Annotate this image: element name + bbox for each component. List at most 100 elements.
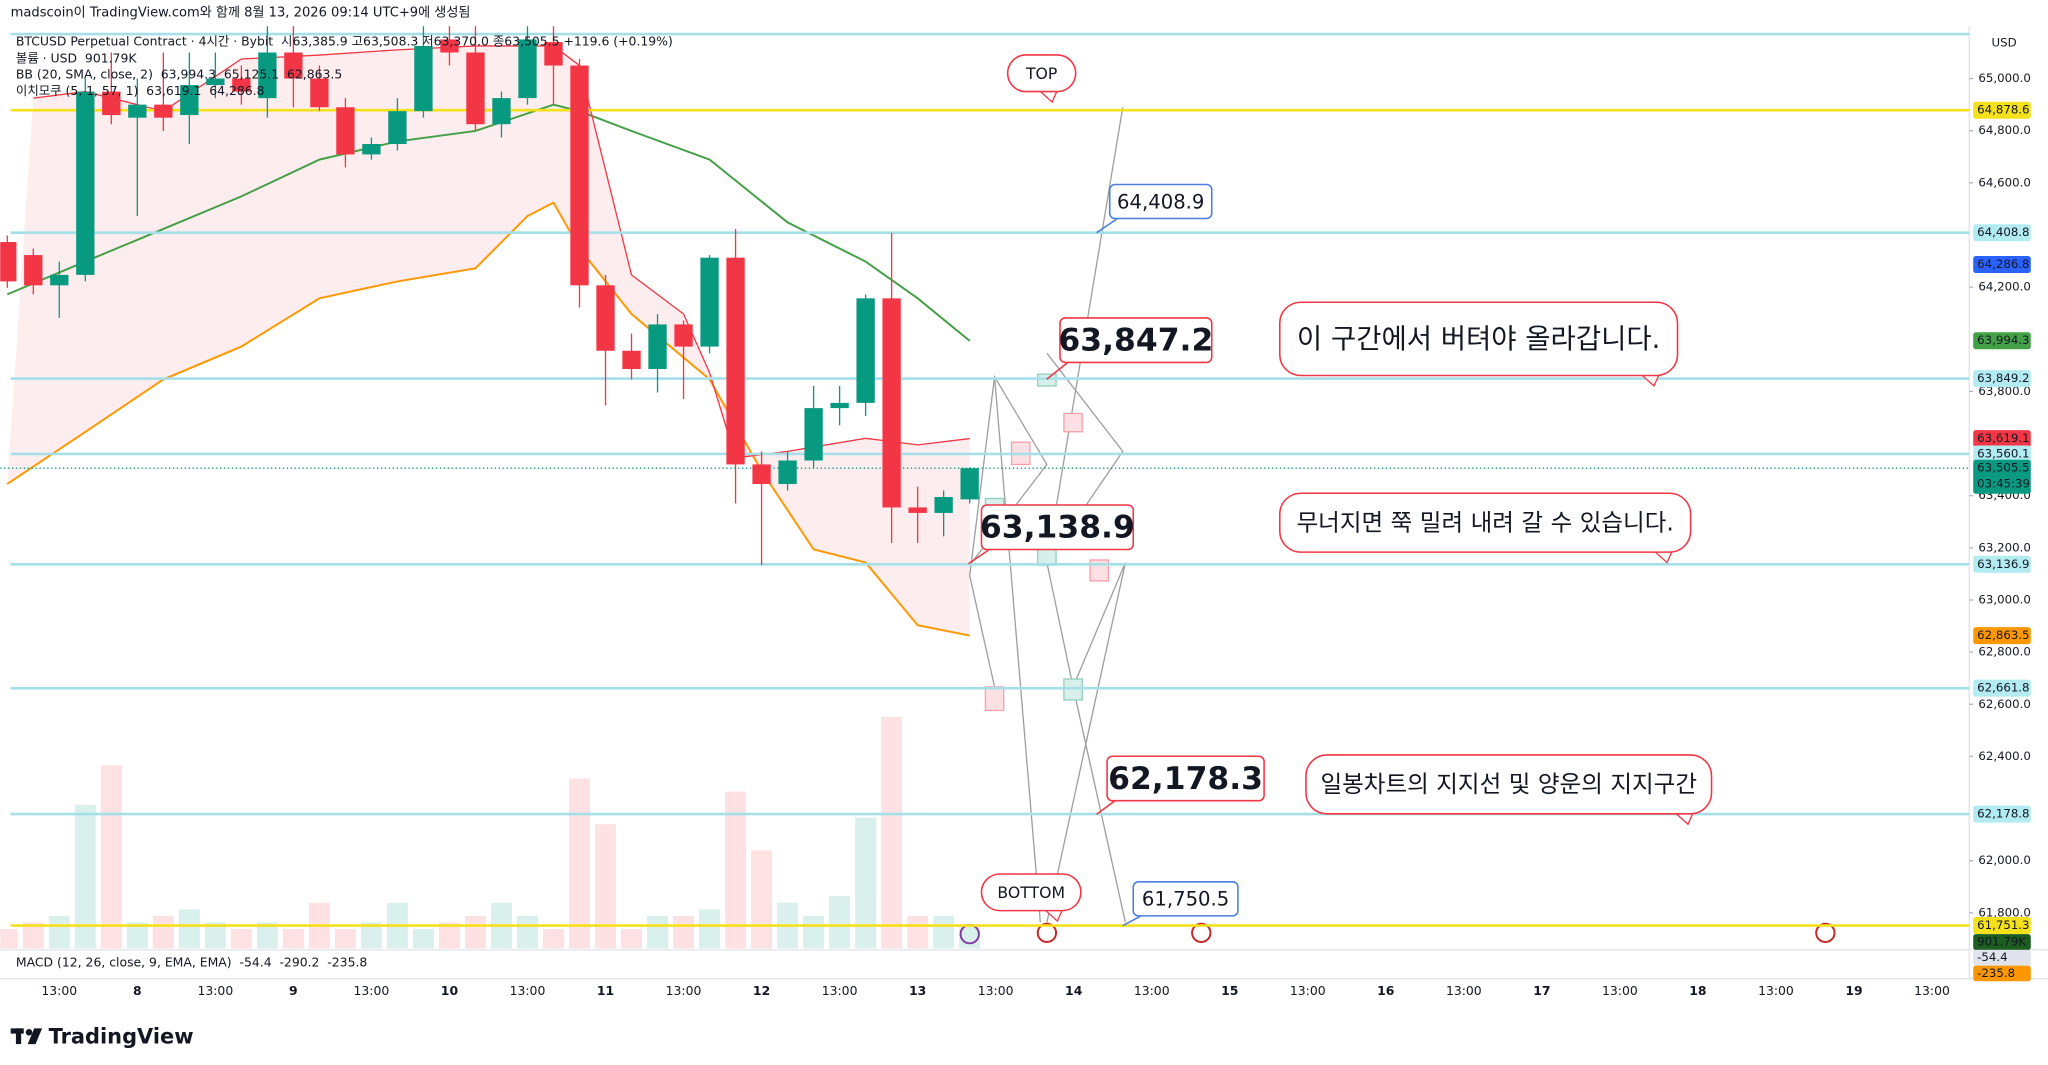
price-label: 64,408.8 xyxy=(1977,225,2029,239)
candle-body xyxy=(180,85,199,116)
legend-text: BTCUSD Perpetual Contract · 4시간 · Bybit xyxy=(16,33,273,48)
credit: madscoin이 TradingView.com와 함께 8월 13, 202… xyxy=(11,5,471,21)
annotation-box xyxy=(1006,54,1077,93)
annotation-text: 이 구간에서 버텨야 올라갑니다. xyxy=(1297,324,1660,355)
volume-bar xyxy=(0,928,18,949)
candle-body xyxy=(50,274,69,286)
price-label: 64,286.8 xyxy=(1977,257,2029,271)
x-tick-label: 9 xyxy=(289,983,298,998)
volume-bar xyxy=(621,928,642,949)
x-tick-label: 13:00 xyxy=(197,983,233,998)
candle-body xyxy=(674,324,693,347)
price-label: 63,994.3 xyxy=(1977,333,2029,347)
x-tick-label: 16 xyxy=(1377,983,1394,998)
volume-bar xyxy=(959,924,981,949)
y-tick-label: 62,800.0 xyxy=(1978,645,2030,659)
legend-text: 63,619.1 xyxy=(146,83,201,98)
candle-body xyxy=(24,255,43,286)
annotation-box xyxy=(1132,881,1239,917)
logo-mark xyxy=(27,1028,43,1045)
candle-body xyxy=(492,98,511,125)
pane-label: -54.4 xyxy=(1977,950,2007,964)
volume-bar xyxy=(282,928,304,949)
candle-body xyxy=(622,350,641,369)
annotation-text: 61,750.5 xyxy=(1142,888,1229,911)
logo-mark xyxy=(25,1029,33,1036)
y-tick-label: 64,800.0 xyxy=(1978,123,2030,137)
candle-body xyxy=(648,324,667,369)
ghost-candle xyxy=(1063,678,1083,701)
ghost-candle xyxy=(1063,412,1083,433)
volume-bar xyxy=(803,915,825,949)
volume-bar xyxy=(543,928,564,949)
x-tick-label: 13:00 xyxy=(354,983,390,998)
candle-body xyxy=(804,408,823,461)
y-tick-label: 62,400.0 xyxy=(1978,749,2030,763)
price-label-box xyxy=(1973,101,2031,119)
volume-bar xyxy=(360,922,382,949)
candle-body xyxy=(830,402,849,409)
price-label-box xyxy=(1973,224,2031,242)
plot xyxy=(0,26,1970,949)
volume-bar xyxy=(673,915,695,949)
x-tick-label: 19 xyxy=(1845,983,1862,998)
price-label-box xyxy=(1973,332,2031,350)
x-tick-label: 13:00 xyxy=(1602,983,1638,998)
x-tick-label: 13:00 xyxy=(1290,983,1326,998)
volume-bar xyxy=(933,915,955,949)
volume-bar xyxy=(725,791,747,949)
candle-body xyxy=(414,45,433,112)
volume-bar xyxy=(204,922,226,949)
indicator-line xyxy=(6,201,970,637)
legend-text: -235.8 xyxy=(327,954,367,969)
candle-body xyxy=(908,507,927,513)
price-label-box xyxy=(1973,370,2031,388)
annotation-pointer xyxy=(1046,361,1069,380)
candle-body xyxy=(466,52,485,125)
candle-body xyxy=(388,111,407,145)
legend-text: 이치모쿠 (5, 1, 57, 1) xyxy=(16,83,138,98)
x-tick-label: 18 xyxy=(1689,983,1706,998)
price-label: 62,178.8 xyxy=(1977,807,2029,821)
x-tick-label: 17 xyxy=(1533,983,1550,998)
legend-text: -290.2 xyxy=(279,954,319,969)
annotation-text: 63,138.9 xyxy=(980,510,1135,546)
event-icon[interactable] xyxy=(1191,922,1212,943)
candle-body xyxy=(154,104,173,118)
countdown: 03:45:39 xyxy=(1977,476,2030,490)
price-label-box xyxy=(1973,679,2031,697)
price-label: 64,878.6 xyxy=(1977,103,2029,117)
pane-label-box xyxy=(1973,965,2031,982)
y-tick-label: 64,200.0 xyxy=(1978,280,2030,294)
candle-body xyxy=(752,464,771,484)
annotation-box xyxy=(1108,183,1213,220)
volume-bar xyxy=(751,850,773,949)
event-icon[interactable] xyxy=(1815,922,1836,943)
candle-body xyxy=(76,91,95,275)
event-icon[interactable] xyxy=(1036,922,1058,943)
volume-bar xyxy=(22,922,44,949)
price-label: 63,560.1 xyxy=(1977,446,2029,460)
volume-bar xyxy=(178,909,200,949)
candle-body xyxy=(700,257,719,347)
candle-body xyxy=(258,52,277,99)
logo: TradingView xyxy=(10,1025,194,1049)
candle-body xyxy=(128,104,147,118)
volume-bar xyxy=(256,922,278,949)
y-tick-label: 62,600.0 xyxy=(1978,697,2030,711)
x-tick-label: 14 xyxy=(1065,983,1083,998)
x-tick-label: 13 xyxy=(909,983,926,998)
pane-label-box xyxy=(1973,949,2031,966)
logo-mark xyxy=(15,1028,22,1045)
volume-bar xyxy=(907,915,929,949)
annotation-box xyxy=(980,504,1135,551)
projection-line xyxy=(1046,562,1127,923)
annotation-box xyxy=(1106,755,1265,802)
annotation-text: 63,847.2 xyxy=(1058,322,1213,358)
candle-body xyxy=(232,78,251,92)
annotation-text: BOTTOM xyxy=(997,883,1065,902)
annotation-text: 62,178.3 xyxy=(1108,761,1263,797)
projection-line xyxy=(1072,686,1127,923)
